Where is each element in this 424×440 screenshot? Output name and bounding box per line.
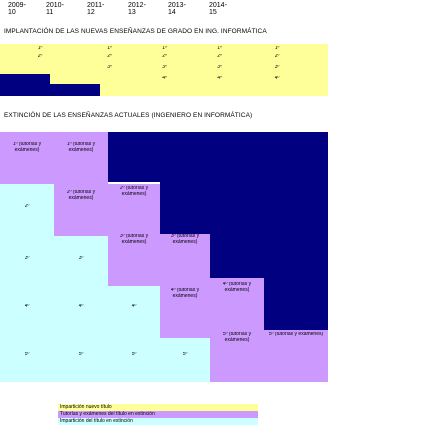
year-text: 3º: [78, 256, 84, 261]
grid-cell: 4º: [162, 76, 167, 81]
year-label: 2010-11: [46, 2, 64, 16]
cyan-column: [0, 184, 54, 382]
grid-cell: 2º: [37, 54, 43, 59]
legend-new: Impartición nuevo título: [58, 404, 258, 411]
year-text: 4º: [24, 304, 30, 309]
section1-title: IMPLANTACIÓN DE LAS NUEVAS ENSEÑANZAS DE…: [4, 28, 267, 35]
legend-tutorias: Tutorías y exámenes del título en extinc…: [58, 411, 258, 418]
tutoria-text: 1º (tutorías y exámenes): [66, 142, 96, 153]
tutoria-text: 1º (tutorías y exámenes): [12, 142, 42, 153]
cyan-column: [108, 286, 160, 382]
navy-block: [210, 234, 328, 278]
cyan-column: [160, 338, 210, 382]
implantation-grid: 1º 2º 1º 2º 3º 1º 2º 3º 4º 1º 2º 3º 4º 1…: [0, 44, 328, 96]
tutoria-cell: [210, 330, 264, 382]
tutoria-cell: [160, 234, 210, 286]
tutoria-text: 3º (tutorías y exámenes): [170, 234, 200, 245]
tutoria-cell: [0, 132, 54, 184]
first-cohort-block: [0, 74, 50, 96]
grid-cell: 2º: [162, 54, 167, 59]
year-text: 5º: [182, 352, 188, 357]
year-text: 2º: [24, 204, 30, 209]
grid-cell: 3º: [162, 65, 167, 70]
tutoria-text: 4º (tutorías y exámenes): [222, 282, 252, 293]
year-text: 5º: [131, 352, 137, 357]
grid-cell: 1º: [162, 46, 167, 51]
tutoria-cell: [54, 184, 108, 236]
tutoria-cell: [54, 132, 108, 184]
tutoria-cell: [108, 234, 160, 286]
second-cohort-block: [50, 84, 100, 96]
grid-fill: [100, 84, 328, 96]
grid-cell: 2º: [107, 54, 112, 59]
grid-cell: 4º: [274, 76, 280, 81]
legend-old: Impartición del título en extinción: [58, 418, 258, 425]
tutoria-text: 2º (tutorías y exámenes): [66, 190, 96, 201]
grid-cell: 1º: [37, 46, 43, 51]
navy-block: [264, 278, 328, 330]
navy-block: [108, 132, 328, 182]
tutoria-cell: [160, 286, 210, 338]
extinction-grid: 1º (tutorías y exámenes) 1º (tutorías y …: [0, 132, 328, 382]
navy-block: [160, 182, 328, 234]
tutoria-text: 3º (tutorías y exámenes): [119, 234, 149, 245]
grid-cell: 1º: [107, 46, 112, 51]
tutoria-text: 5º (tutorías y exámenes): [222, 332, 252, 343]
year-label: 2014-15: [209, 2, 227, 16]
year-text: 3º: [24, 256, 30, 261]
section2-title: EXTINCIÓN DE LAS ENSEÑANZAS ACTUALES (IN…: [4, 112, 253, 119]
year-text: 4º: [131, 304, 137, 309]
grid-cell: 4º: [217, 76, 222, 81]
grid-cell: 2º: [217, 54, 222, 59]
grid-cell: 3º: [107, 65, 112, 70]
tutoria-cell: [108, 184, 160, 234]
tutoria-cell: [210, 278, 264, 338]
year-text: 4º: [78, 304, 84, 309]
year-label: 2009-10: [8, 2, 26, 16]
year-label: 2012-13: [128, 2, 146, 16]
grid-cell: 3º: [217, 65, 222, 70]
year-label: 2011-12: [87, 2, 105, 16]
year-text: 5º: [78, 352, 84, 357]
year-text: 5º: [24, 352, 30, 357]
tutoria-text: 4º (tutorías y exámenes): [170, 288, 200, 299]
grid-cell: 1º: [217, 46, 222, 51]
tutoria-text: 2º (tutorías y exámenes): [119, 186, 149, 197]
tutoria-text: 5º (tutorías y exámenes): [268, 332, 324, 337]
grid-cell: 2º: [274, 54, 280, 59]
year-label: 2013-14: [168, 2, 186, 16]
tutoria-cell: [264, 330, 328, 382]
cyan-column: [54, 236, 108, 382]
grid-cell: 3º: [274, 65, 280, 70]
grid-cell: 1º: [274, 46, 280, 51]
